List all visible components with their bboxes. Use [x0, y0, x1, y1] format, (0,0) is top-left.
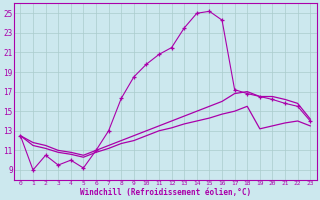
X-axis label: Windchill (Refroidissement éolien,°C): Windchill (Refroidissement éolien,°C) — [80, 188, 251, 197]
